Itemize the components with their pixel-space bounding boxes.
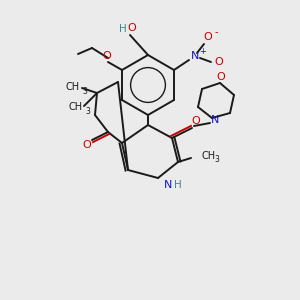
Text: CH: CH [69, 102, 83, 112]
Text: N: N [191, 51, 199, 61]
Text: +: + [200, 46, 206, 56]
Text: O: O [128, 23, 136, 33]
Text: N: N [164, 180, 172, 190]
Text: H: H [119, 24, 127, 34]
Text: O: O [204, 32, 212, 42]
Text: O: O [82, 140, 91, 150]
Text: O: O [214, 57, 224, 67]
Text: N: N [211, 115, 219, 125]
Text: H: H [174, 180, 182, 190]
Text: -: - [214, 27, 218, 37]
Text: O: O [103, 51, 111, 61]
Text: CH: CH [202, 151, 216, 161]
Text: O: O [217, 72, 225, 82]
Text: 3: 3 [85, 106, 90, 116]
Text: 3: 3 [82, 86, 87, 95]
Text: O: O [192, 116, 200, 126]
Text: 3: 3 [214, 155, 219, 164]
Text: CH: CH [66, 82, 80, 92]
